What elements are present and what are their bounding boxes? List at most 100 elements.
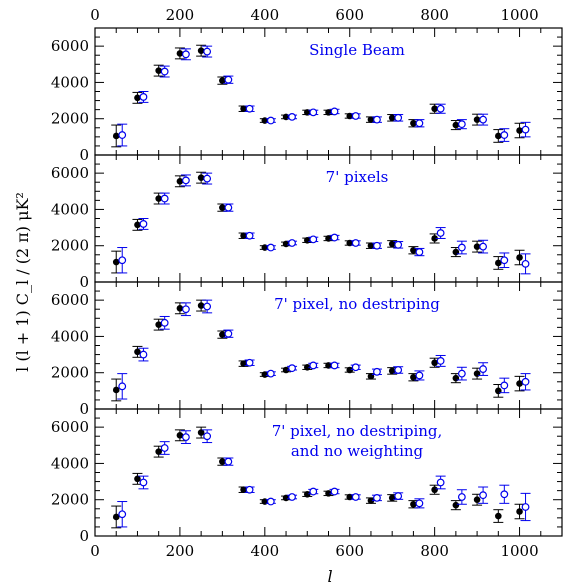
data-point	[514, 375, 525, 392]
filled-marker	[112, 513, 120, 521]
data-point	[202, 172, 213, 185]
data-point	[308, 235, 319, 244]
y-tick-label: 4000	[51, 200, 89, 218]
open-marker	[224, 329, 233, 338]
data-point	[350, 493, 361, 501]
data-point	[265, 497, 276, 506]
open-marker	[224, 203, 233, 212]
panel-label: 7' pixel, no destriping,	[272, 422, 443, 440]
open-marker	[415, 499, 424, 508]
y-tick-label: 4000	[51, 73, 89, 91]
data-point	[499, 484, 510, 504]
filled-marker	[410, 373, 417, 381]
y-tick-label: 0	[79, 273, 89, 291]
data-point	[472, 367, 483, 380]
data-point	[429, 484, 440, 495]
filled-marker	[282, 240, 290, 248]
panel-1: 0 2000 4000 6000 Single Beam	[51, 27, 563, 164]
filled-marker	[155, 67, 162, 74]
open-marker	[139, 350, 148, 359]
data-point	[287, 112, 298, 121]
x-tick-label-bottom: 600	[335, 542, 364, 560]
filled-marker	[346, 366, 354, 374]
data-point	[117, 501, 128, 528]
open-marker	[309, 108, 318, 117]
data-point	[159, 441, 170, 455]
filled-marker	[176, 50, 184, 57]
data-point	[180, 48, 191, 61]
open-marker	[457, 120, 466, 129]
open-marker	[309, 235, 318, 244]
data-point	[350, 112, 361, 120]
data-point	[308, 487, 319, 496]
open-marker	[394, 240, 403, 249]
data-point	[196, 299, 207, 312]
y-tick-label: 6000	[51, 164, 89, 182]
data-point	[159, 192, 170, 205]
data-point	[456, 240, 467, 255]
filled-marker	[452, 121, 460, 129]
open-marker	[266, 497, 275, 506]
filled-marker	[155, 321, 162, 328]
open-marker	[245, 485, 254, 494]
data-point	[371, 115, 382, 124]
data-point	[180, 174, 191, 187]
data-point	[138, 218, 149, 230]
panel-2: 0 2000 4000 6000 7' pixels	[51, 154, 563, 291]
data-point	[499, 377, 510, 394]
filled-marker	[388, 367, 396, 375]
filled-marker	[516, 127, 523, 134]
open-marker	[118, 131, 127, 139]
data-point	[329, 361, 340, 370]
data-point	[217, 76, 228, 85]
filled-marker	[282, 494, 290, 502]
data-point	[223, 75, 234, 84]
data-point	[493, 129, 504, 143]
open-marker	[118, 510, 127, 519]
data-point	[514, 122, 525, 139]
x-tick-label-top: 0	[90, 6, 100, 24]
data-point	[393, 240, 404, 249]
filled-marker	[197, 174, 205, 181]
data-point	[132, 218, 143, 231]
data-point	[138, 347, 149, 362]
data-point	[153, 64, 164, 77]
open-marker	[436, 357, 445, 365]
data-point	[365, 497, 376, 504]
open-marker	[394, 113, 403, 122]
data-point	[244, 104, 255, 113]
data-point	[196, 44, 207, 57]
filled-marker	[388, 240, 396, 248]
data-point	[472, 493, 483, 506]
data-point	[414, 119, 425, 128]
data-point	[132, 91, 143, 104]
data-point	[371, 241, 382, 250]
open-marker	[160, 194, 169, 203]
data-point	[371, 494, 382, 502]
open-marker	[436, 229, 445, 237]
open-marker	[521, 125, 530, 134]
data-point	[259, 371, 270, 378]
open-marker	[118, 256, 127, 265]
panel-label: 7' pixel, no destriping	[274, 295, 440, 313]
open-marker	[351, 112, 360, 120]
data-point	[350, 363, 361, 372]
filled-marker	[197, 47, 205, 54]
filled-marker	[431, 486, 438, 494]
filled-marker	[282, 366, 290, 374]
data-point	[244, 231, 255, 240]
open-marker	[203, 174, 212, 183]
y-tick-label: 6000	[51, 418, 89, 436]
filled-marker	[431, 359, 438, 367]
data-point	[117, 247, 128, 274]
filled-marker	[197, 429, 205, 436]
open-marker	[330, 233, 339, 242]
data-point	[111, 505, 122, 529]
filled-marker	[219, 458, 226, 465]
series-filled-markers	[111, 426, 525, 529]
data-point	[435, 227, 446, 239]
open-marker	[500, 256, 509, 265]
open-marker	[203, 302, 212, 311]
data-point	[138, 91, 149, 103]
open-marker	[288, 364, 296, 373]
